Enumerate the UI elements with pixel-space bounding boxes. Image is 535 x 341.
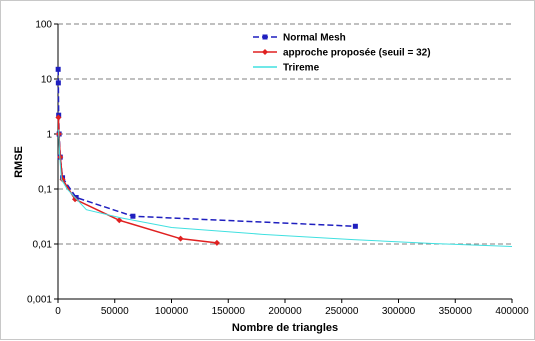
data-point bbox=[213, 239, 220, 246]
data-point bbox=[116, 217, 123, 224]
x-tick-label: 0 bbox=[55, 306, 61, 317]
y-tick-label: 100 bbox=[35, 20, 52, 31]
x-tick-label: 150000 bbox=[212, 306, 246, 317]
data-point bbox=[130, 213, 136, 219]
y-tick-label: 10 bbox=[41, 75, 53, 86]
y-ticks: 0,001 0,01 0,1 1 10 100 bbox=[27, 20, 58, 306]
x-tick-label: 400000 bbox=[495, 306, 529, 317]
x-tick-label: 350000 bbox=[439, 306, 473, 317]
data-point bbox=[55, 80, 61, 86]
legend-entry: Normal Mesh bbox=[253, 33, 346, 44]
legend-label: approche proposée (seuil = 32) bbox=[283, 48, 431, 59]
series-normal-mesh bbox=[55, 66, 358, 229]
series-layer bbox=[55, 66, 513, 248]
y-tick-label: 0,01 bbox=[33, 240, 53, 251]
y-axis-title: RMSE bbox=[13, 146, 25, 178]
x-tick-label: 50000 bbox=[101, 306, 129, 317]
data-point bbox=[262, 34, 268, 40]
legend-entry: Trireme bbox=[253, 63, 320, 74]
x-ticks: 0 50000 100000 150000 200000 250000 300000 3500… bbox=[55, 299, 529, 317]
data-point bbox=[262, 49, 268, 55]
data-point bbox=[352, 223, 358, 229]
data-point bbox=[55, 66, 61, 72]
data-point bbox=[55, 114, 62, 121]
legend-entry: approche proposée (seuil = 32) bbox=[253, 48, 431, 59]
series-line bbox=[57, 69, 356, 228]
legend-label: Normal Mesh bbox=[283, 33, 346, 44]
data-point bbox=[72, 196, 79, 203]
series-line bbox=[57, 117, 217, 244]
x-tick-label: 250000 bbox=[325, 306, 359, 317]
series-line bbox=[58, 129, 513, 248]
x-axis-title: Nombre de triangles bbox=[232, 322, 338, 334]
x-tick-label: 100000 bbox=[155, 306, 189, 317]
x-tick-label: 300000 bbox=[382, 306, 416, 317]
data-point bbox=[177, 235, 184, 242]
y-tick-label: 0,1 bbox=[38, 185, 52, 196]
y-tick-label: 0,001 bbox=[27, 295, 52, 306]
y-tick-label: 1 bbox=[46, 130, 52, 141]
x-tick-label: 200000 bbox=[268, 306, 302, 317]
legend-label: Trireme bbox=[283, 63, 320, 74]
legend: Normal Mesh approche proposée (seuil = 32… bbox=[253, 33, 431, 74]
series-trireme bbox=[58, 129, 513, 248]
